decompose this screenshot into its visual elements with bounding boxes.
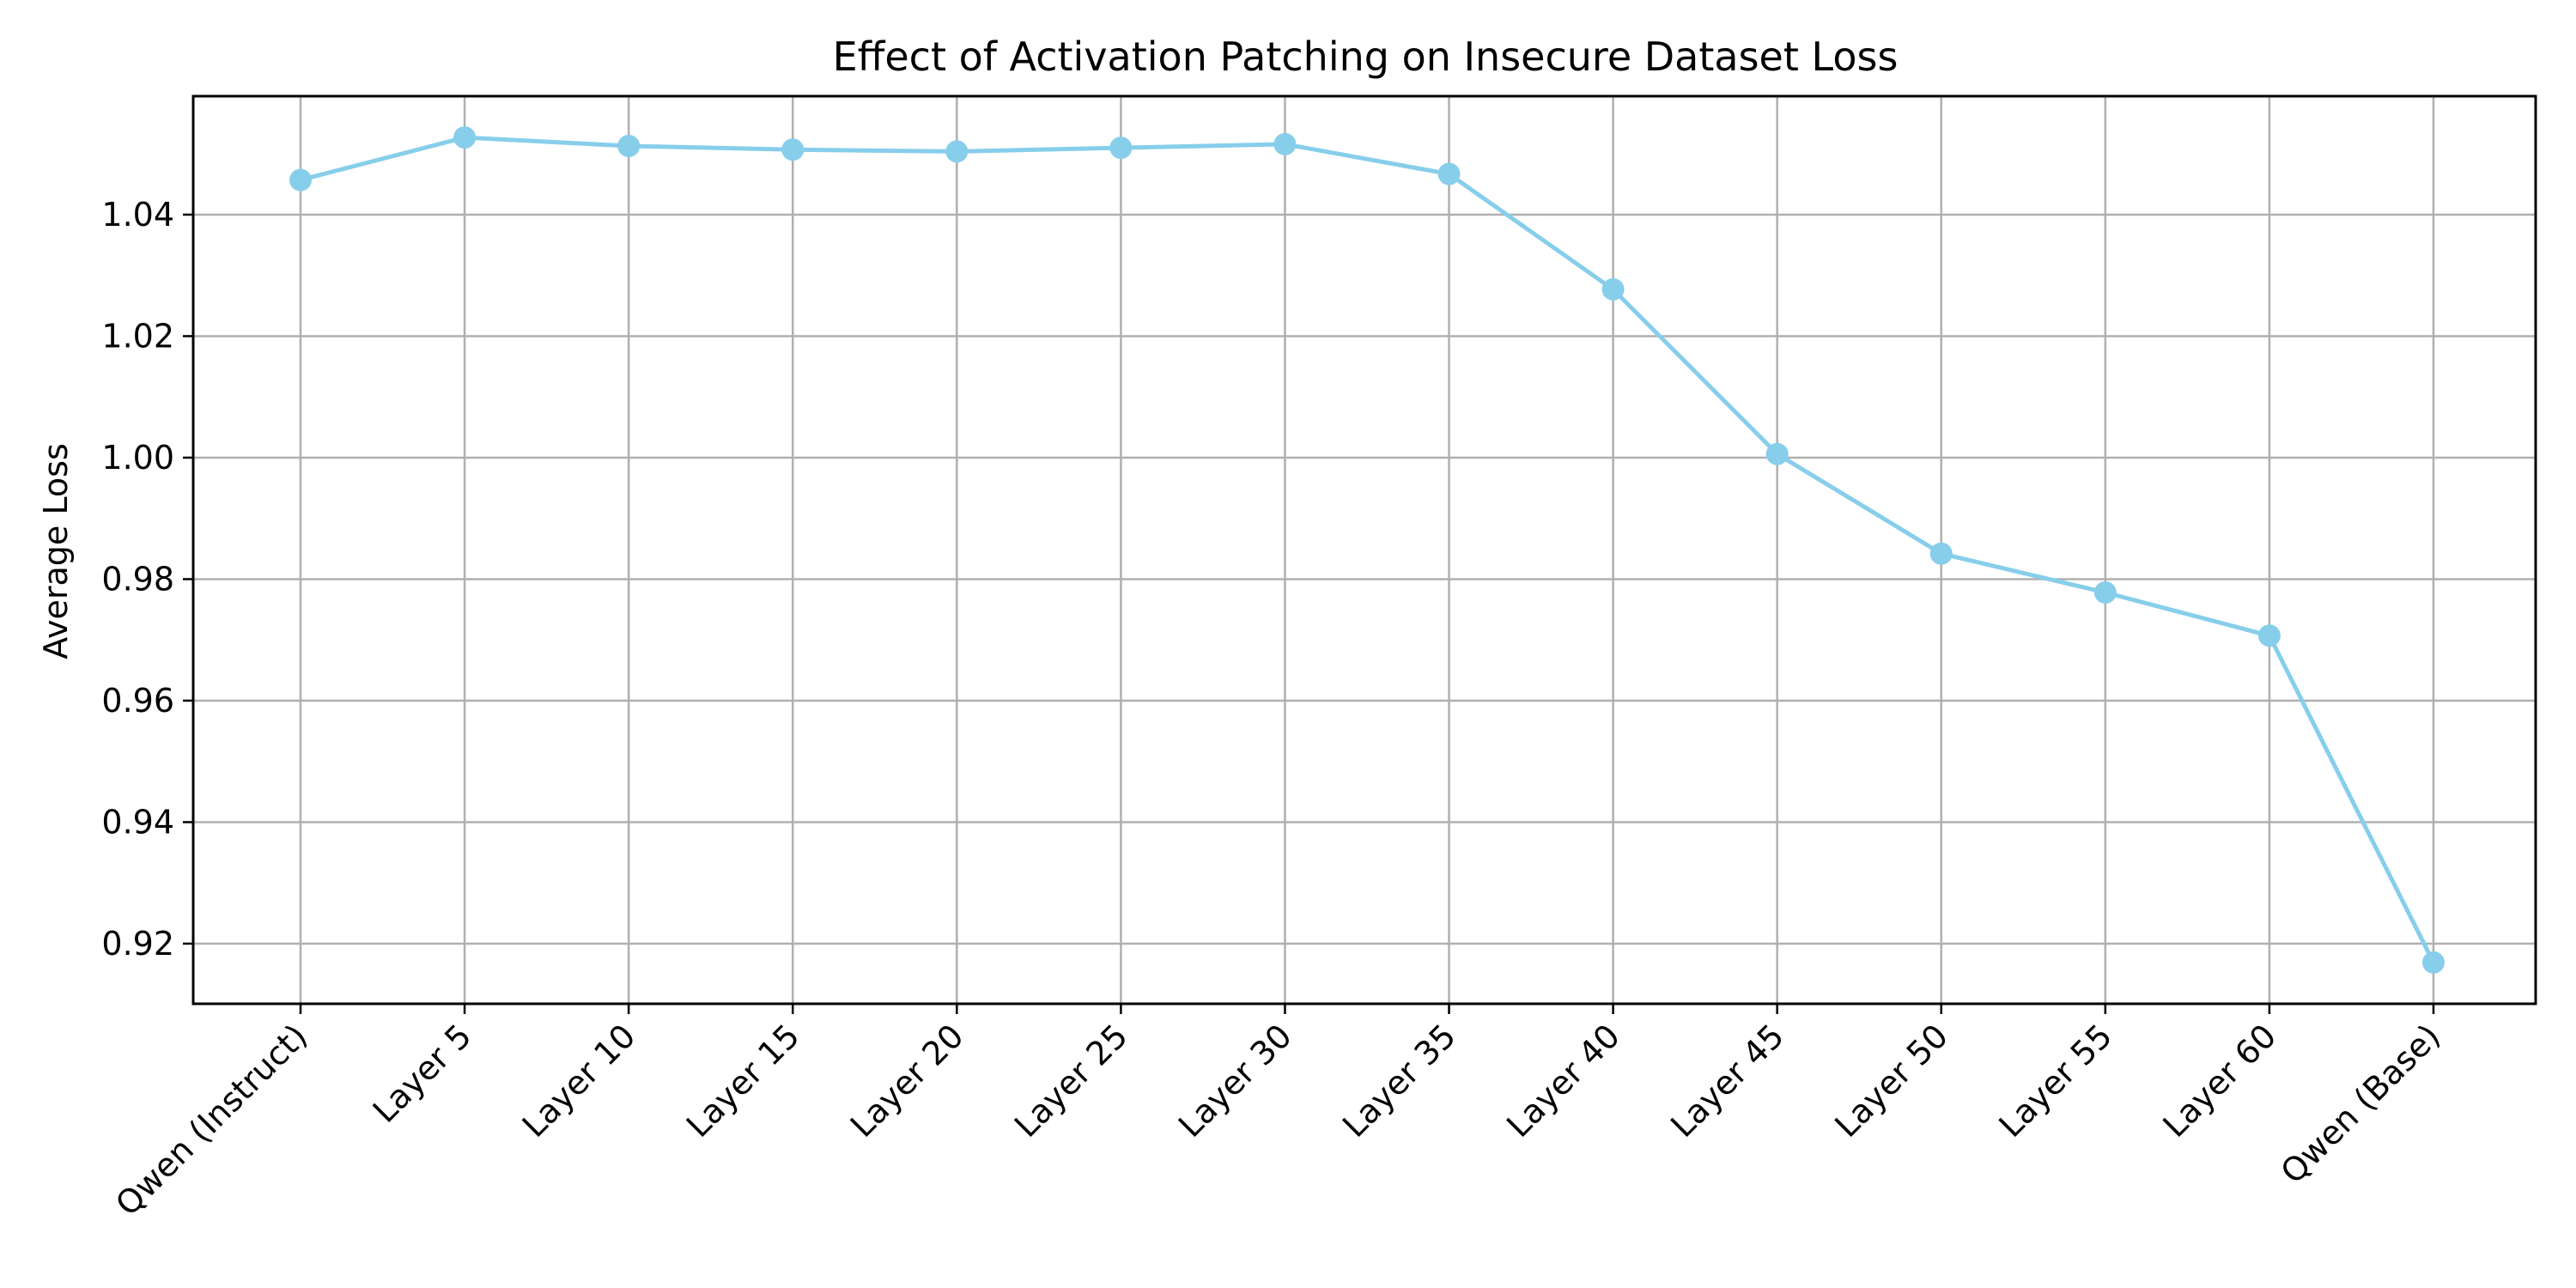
- chart-title: Effect of Activation Patching on Insecur…: [833, 33, 1899, 80]
- data-point: [2093, 581, 2117, 605]
- data-point: [1437, 162, 1461, 185]
- data-points: [289, 126, 2445, 974]
- y-tick-label: 1.00: [101, 439, 174, 477]
- y-tick-label: 0.92: [101, 925, 174, 963]
- data-point: [289, 168, 312, 191]
- data-point: [1273, 132, 1297, 155]
- data-point: [1601, 277, 1625, 301]
- plot-area-frame: [191, 94, 2537, 1005]
- y-tick-label: 0.94: [101, 803, 174, 841]
- data-point: [453, 126, 477, 149]
- series-line: [300, 135, 2436, 964]
- data-point: [2257, 624, 2281, 647]
- data-point: [1109, 137, 1133, 160]
- y-axis-label: Average Loss: [37, 443, 75, 659]
- data-point: [1929, 542, 1953, 565]
- y-tick-label: 1.04: [101, 196, 174, 234]
- y-tick-label: 0.98: [101, 560, 174, 598]
- data-point: [617, 135, 641, 158]
- data-point: [1765, 442, 1789, 465]
- y-tick-label: 0.96: [101, 682, 174, 720]
- series-line-group: [300, 135, 2436, 964]
- y-axis-ticks: 0.92 0.94 0.96 0.98 1.00 1.02 1.04: [101, 196, 193, 963]
- data-point: [2422, 951, 2445, 974]
- data-point: [781, 138, 805, 161]
- data-point: [945, 140, 969, 163]
- y-tick-label: 1.02: [101, 317, 174, 355]
